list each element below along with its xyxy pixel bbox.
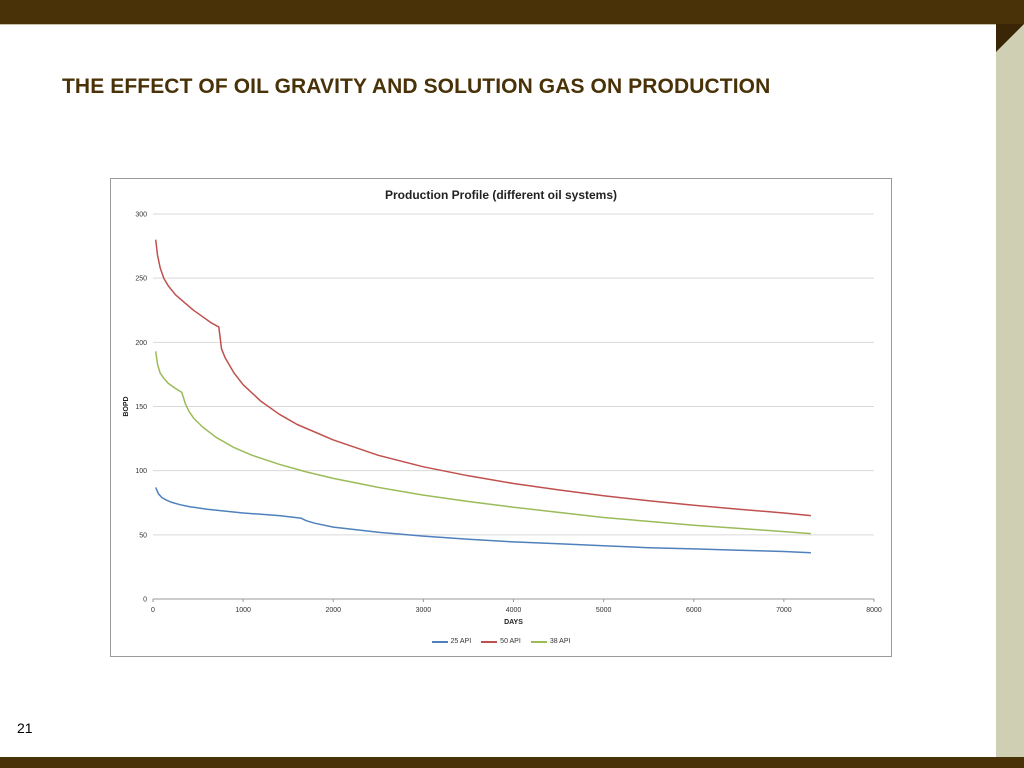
x-tick-label-6000: 6000 [686, 607, 702, 614]
bottom-footer-bar [0, 757, 1024, 768]
series-line-38-api [154, 351, 811, 535]
legend-label-38-api: 38 API [549, 638, 571, 645]
x-tick-label-4000: 4000 [506, 607, 522, 614]
legend-swatch-38-api [530, 640, 547, 643]
header-divider [0, 24, 996, 25]
x-tick-label-1000: 1000 [235, 607, 251, 614]
legend-label-25-api: 25 API [450, 638, 472, 645]
legend-swatch-25-api [431, 640, 448, 643]
right-side-band [996, 24, 1024, 758]
y-axis-label: BOPD [123, 396, 130, 416]
x-tick-label-0: 0 [151, 607, 155, 614]
chart-legend: 25 API 50 API 38 API [111, 638, 891, 645]
corner-fold-decoration [996, 24, 1024, 52]
top-header-bar [0, 0, 1024, 24]
legend-item-38-api: 38 API [530, 638, 571, 645]
legend-label-50-api: 50 API [500, 638, 521, 645]
y-tick-label-0: 0 [143, 597, 147, 604]
page-number: 21 [17, 720, 33, 736]
y-tick-label-50: 50 [139, 532, 147, 539]
y-tick-label-100: 100 [135, 468, 147, 475]
series-line-25-api [155, 487, 811, 554]
series-line-50-api [154, 239, 811, 517]
y-tick-label-300: 300 [135, 212, 147, 219]
chart-title: Production Profile (different oil system… [384, 188, 618, 202]
x-tick-label-7000: 7000 [776, 607, 792, 614]
legend-item-25-api: 25 API [431, 638, 472, 645]
x-tick-label-2000: 2000 [325, 607, 341, 614]
x-tick-label-5000: 5000 [596, 607, 612, 614]
x-axis-label: DAYS [504, 619, 523, 626]
y-tick-label-150: 150 [135, 404, 147, 411]
legend-item-50-api: 50 API [481, 638, 521, 645]
chart-container: Production Profile (different oil system… [110, 178, 892, 657]
y-tick-label-200: 200 [135, 340, 147, 347]
x-tick-label-8000: 8000 [866, 607, 882, 614]
y-tick-label-250: 250 [135, 276, 147, 283]
x-tick-label-3000: 3000 [416, 607, 432, 614]
slide-title: THE EFFECT OF OIL GRAVITY AND SOLUTION G… [62, 75, 771, 98]
legend-swatch-50-api [481, 640, 498, 643]
